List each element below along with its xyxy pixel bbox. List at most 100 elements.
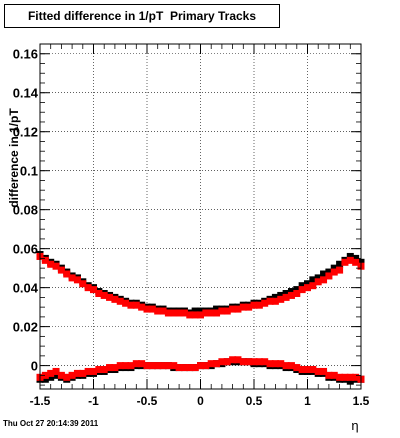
data-point	[293, 286, 301, 294]
data-point	[68, 371, 76, 379]
data-point	[239, 303, 247, 311]
data-point	[159, 307, 167, 315]
data-point	[95, 366, 103, 374]
data-point	[202, 309, 210, 317]
data-point	[170, 362, 178, 370]
data-point	[100, 291, 108, 299]
y-tick-label: 0.06	[13, 242, 38, 257]
data-point	[100, 366, 108, 374]
data-point	[127, 362, 135, 370]
data-point	[84, 367, 92, 375]
data-point	[250, 358, 258, 366]
data-point	[52, 262, 60, 270]
data-point	[164, 362, 172, 370]
data-point	[111, 364, 119, 372]
data-point	[63, 373, 71, 381]
x-tick-label: 1.5	[353, 394, 370, 408]
data-point	[255, 301, 263, 309]
data-point	[346, 256, 354, 264]
data-point	[207, 360, 215, 368]
data-point	[132, 360, 140, 368]
data-point	[255, 358, 263, 366]
x-axis-label: η	[351, 418, 358, 433]
y-tick-label: 0.12	[13, 125, 38, 140]
axis-ticks	[39, 44, 362, 389]
data-point	[314, 274, 322, 282]
data-point	[309, 276, 317, 284]
data-point	[293, 364, 301, 372]
data-point	[282, 362, 290, 370]
data-point	[164, 309, 172, 317]
data-point	[314, 367, 322, 375]
data-point	[325, 371, 333, 379]
data-point	[116, 362, 124, 370]
data-point	[186, 364, 194, 372]
data-point	[304, 366, 311, 374]
data-point	[143, 362, 151, 370]
data-point	[320, 276, 328, 284]
y-axis-label: difference in 1/pT	[7, 108, 21, 208]
data-point	[341, 258, 349, 266]
data-point	[47, 373, 55, 381]
data-point	[68, 274, 76, 282]
data-point	[346, 377, 354, 385]
data-point	[213, 360, 221, 368]
data-point	[293, 289, 301, 297]
data-point	[116, 297, 124, 305]
data-point	[63, 270, 71, 278]
x-tick-label: 0.5	[246, 394, 263, 408]
data-point	[180, 364, 188, 372]
data-point	[218, 307, 226, 315]
data-point	[47, 369, 55, 377]
data-point	[197, 362, 204, 370]
data-point	[41, 256, 49, 264]
series-layer	[36, 251, 365, 385]
data-point	[52, 367, 60, 375]
y-tick-label: 0.1	[20, 164, 38, 179]
timestamp: Thu Oct 27 20:14:39 2011	[3, 419, 99, 428]
data-point	[330, 268, 338, 276]
data-point	[41, 375, 49, 383]
data-point	[277, 291, 285, 299]
data-point	[250, 301, 258, 309]
data-point	[282, 289, 290, 297]
y-tick-label: 0	[31, 359, 38, 374]
data-point	[261, 299, 269, 307]
data-point	[159, 362, 167, 370]
data-point	[106, 364, 114, 372]
data-point	[245, 358, 253, 366]
data-point	[175, 309, 183, 317]
data-point	[234, 305, 242, 313]
data-point	[309, 282, 317, 290]
data-point	[261, 358, 269, 366]
data-point	[336, 260, 344, 268]
data-point	[223, 307, 231, 315]
data-point	[127, 301, 135, 309]
data-point	[57, 266, 65, 274]
data-point	[191, 311, 199, 319]
data-point	[79, 369, 87, 377]
data-point	[138, 360, 146, 368]
data-point	[282, 293, 290, 301]
data-point	[175, 364, 183, 372]
data-point	[170, 309, 178, 317]
data-point	[234, 356, 242, 364]
data-point	[287, 291, 295, 299]
data-point	[180, 309, 188, 317]
data-point	[298, 286, 306, 294]
data-point	[271, 297, 279, 305]
data-point	[287, 288, 295, 296]
data-point	[122, 299, 130, 307]
data-point	[106, 293, 114, 301]
data-point	[309, 366, 317, 374]
data-point	[304, 284, 311, 292]
grid-lines	[40, 44, 361, 389]
data-point	[207, 309, 215, 317]
data-point	[266, 297, 274, 305]
data-point	[191, 364, 199, 372]
x-tick-label: -0.5	[137, 394, 158, 408]
data-point	[197, 311, 204, 319]
data-point	[90, 286, 97, 294]
